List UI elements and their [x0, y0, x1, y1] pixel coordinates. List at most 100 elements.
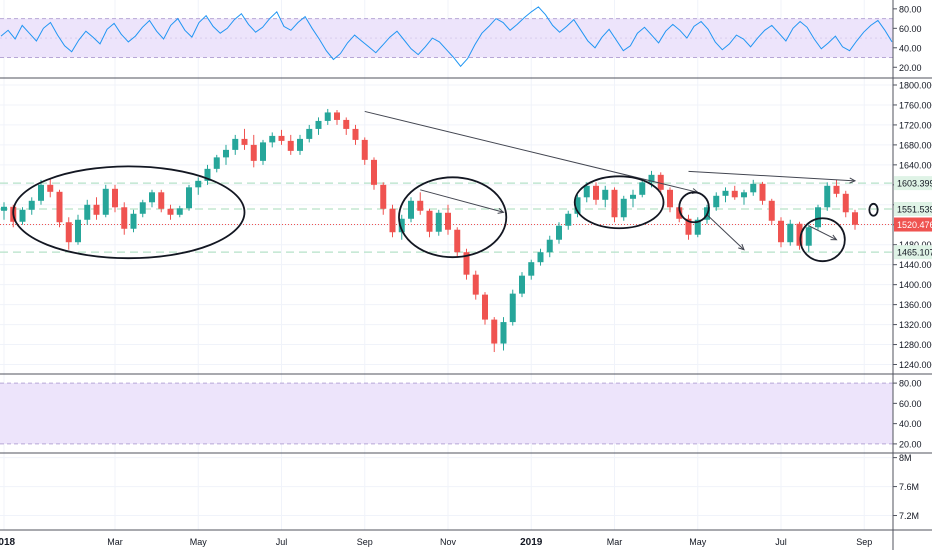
candle[interactable] [269, 132, 276, 148]
candle[interactable] [324, 108, 331, 125]
candle[interactable] [28, 197, 35, 215]
candle[interactable] [639, 178, 646, 198]
candle[interactable] [306, 124, 313, 143]
candle[interactable] [528, 259, 535, 280]
candle[interactable] [546, 235, 553, 258]
candle[interactable] [130, 209, 137, 233]
ellipse-drawing[interactable] [678, 191, 710, 224]
candle[interactable] [149, 189, 155, 208]
candle[interactable] [408, 197, 414, 223]
candle[interactable] [167, 204, 174, 220]
candle[interactable] [500, 317, 507, 351]
candle[interactable] [852, 209, 858, 230]
candle[interactable] [454, 227, 461, 258]
candle[interactable] [713, 192, 720, 211]
candle[interactable] [593, 182, 599, 205]
ellipse-drawing[interactable] [799, 217, 846, 263]
candle[interactable] [519, 272, 525, 298]
candle[interactable] [65, 217, 72, 250]
candle[interactable] [667, 187, 673, 213]
ellipse-drawing[interactable] [868, 202, 879, 217]
candle[interactable] [102, 184, 109, 218]
candle[interactable] [371, 157, 377, 190]
price-axis[interactable]: 80.00 60.00 40.00 20.00 1800.000 1760.000 1720… [893, 4, 932, 521]
candle[interactable] [842, 190, 849, 218]
candle[interactable] [315, 117, 322, 135]
candle[interactable] [611, 187, 618, 223]
candle[interactable] [38, 179, 44, 205]
candle[interactable] [56, 189, 63, 228]
candle[interactable] [556, 222, 562, 244]
candle[interactable] [759, 181, 766, 205]
candle[interactable] [334, 109, 340, 125]
trendline[interactable] [364, 110, 698, 193]
candle[interactable] [491, 317, 498, 353]
rsi-top-pane[interactable] [0, 6, 893, 68]
ellipse-drawing[interactable] [398, 176, 508, 259]
candle[interactable] [204, 164, 211, 185]
candle[interactable] [278, 129, 285, 145]
candle[interactable] [223, 144, 229, 165]
candle[interactable] [343, 117, 350, 135]
candle[interactable] [463, 248, 470, 280]
candle[interactable] [250, 134, 257, 168]
candle[interactable] [195, 177, 202, 195]
trendline[interactable] [688, 170, 856, 182]
volume-pane[interactable] [0, 457, 893, 517]
candle[interactable] [287, 134, 294, 155]
candle[interactable] [445, 204, 451, 235]
candle[interactable] [824, 182, 831, 211]
trendline[interactable] [706, 214, 745, 251]
candle[interactable] [741, 189, 747, 205]
candle[interactable] [768, 198, 775, 225]
trendline[interactable] [808, 225, 837, 241]
ellipse-drawing[interactable] [12, 165, 246, 260]
candle[interactable] [435, 209, 442, 236]
candle[interactable] [84, 199, 91, 225]
candle[interactable] [787, 219, 794, 246]
price-pane[interactable] [0, 84, 893, 366]
candle[interactable] [630, 189, 636, 208]
candle[interactable] [47, 178, 54, 198]
candle[interactable] [685, 214, 692, 240]
candle[interactable] [1, 202, 7, 220]
candle[interactable] [426, 208, 433, 238]
candle[interactable] [583, 182, 590, 203]
candle[interactable] [731, 185, 738, 200]
candle[interactable] [833, 179, 840, 198]
drawings[interactable] [12, 110, 879, 263]
candle[interactable] [93, 197, 100, 220]
candle[interactable] [112, 184, 118, 213]
candle[interactable] [352, 124, 359, 145]
candle[interactable] [186, 184, 192, 211]
candle[interactable] [796, 221, 803, 250]
candle[interactable] [361, 137, 368, 165]
candle[interactable] [232, 134, 239, 155]
candle[interactable] [380, 182, 387, 215]
candle[interactable] [778, 217, 784, 248]
candle[interactable] [75, 214, 81, 245]
candle[interactable] [602, 185, 609, 208]
candle[interactable] [750, 179, 757, 196]
rsi-bottom-pane[interactable] [0, 382, 893, 445]
ellipse-drawing[interactable] [573, 175, 665, 230]
candle[interactable] [537, 248, 544, 266]
candle[interactable] [19, 207, 26, 225]
candle[interactable] [482, 292, 488, 325]
time-axis[interactable]: 2018 Mar May Jul Sep Nov 2019 Mar May Jul Sep [0, 537, 872, 548]
candle[interactable] [121, 202, 128, 235]
candle[interactable] [241, 128, 248, 150]
candle[interactable] [815, 204, 821, 230]
candle[interactable] [260, 139, 266, 165]
candle[interactable] [158, 189, 165, 213]
candle[interactable] [565, 210, 572, 230]
candle[interactable] [398, 214, 405, 240]
candle[interactable] [389, 204, 396, 238]
candle[interactable] [213, 154, 220, 173]
candle[interactable] [574, 194, 581, 218]
candle[interactable] [620, 195, 627, 221]
candle[interactable] [722, 187, 729, 203]
candle[interactable] [509, 289, 516, 326]
candle[interactable] [694, 217, 701, 238]
